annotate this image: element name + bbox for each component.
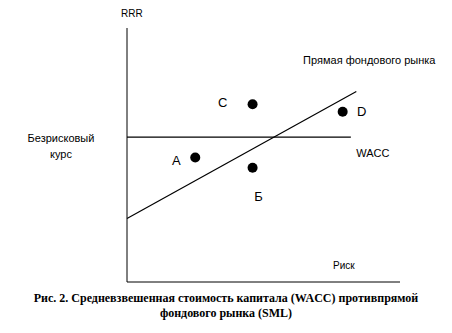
svg-text:Прямая фондового рынка: Прямая фондового рынка: [303, 54, 436, 66]
svg-text:C: C: [218, 95, 227, 110]
html-text:Риск: Риск: [333, 260, 355, 271]
html-text:Рис. 2. Средневзвешенная стоим: Рис. 2. Средневзвешенная стоимость капит…: [33, 291, 419, 320]
svg-text:WACC: WACC: [356, 147, 389, 159]
svg-text:Б: Б: [254, 189, 263, 204]
html-text:Безрисковый курс: Безрисковый курс: [27, 132, 95, 160]
svg-text:D: D: [357, 104, 366, 119]
html-text:RRR: RRR: [121, 8, 143, 19]
svg-text:A: A: [172, 153, 181, 168]
